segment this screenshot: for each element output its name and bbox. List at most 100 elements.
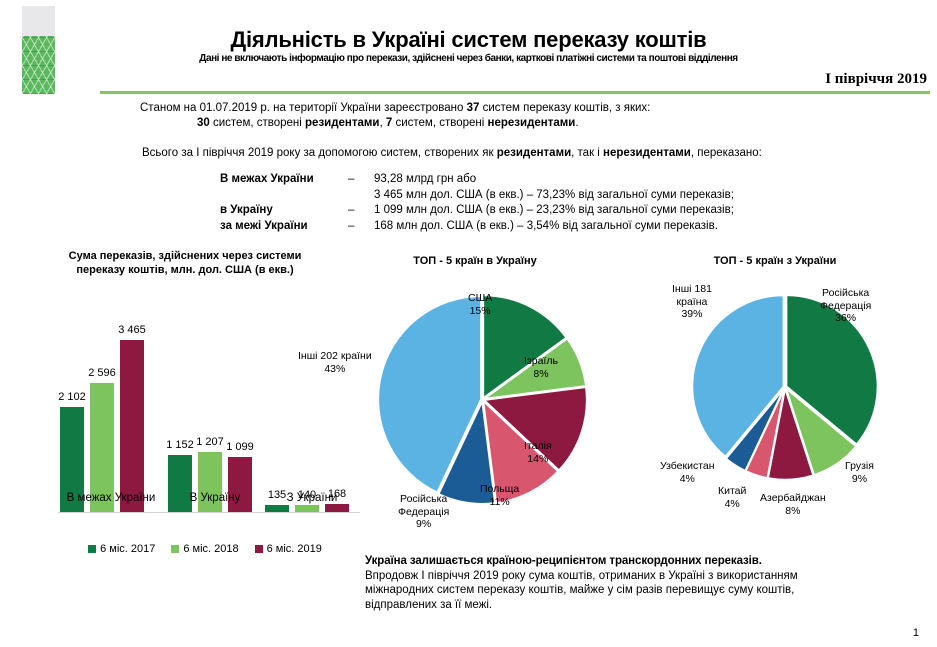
- resident-count: 30: [197, 117, 210, 129]
- figure-label: за межі України: [220, 219, 308, 232]
- nonresidents-word: нерезидентами: [487, 117, 576, 129]
- logo-green-pattern: [22, 36, 55, 94]
- figure-value: 93,28 млрд грн або: [374, 173, 477, 185]
- pie1-svg[interactable]: [375, 292, 590, 507]
- figure-value: 168 млн дол. США (в екв.) – 3,54% від за…: [374, 219, 718, 232]
- pie2-label-russia: Російська Федерація 36%: [820, 287, 871, 325]
- bar-2019[interactable]: 168: [325, 488, 349, 512]
- pie-slice[interactable]: [785, 294, 879, 446]
- intro-line-2: 30 систем, створені резидентами, 7 систе…: [197, 116, 579, 131]
- bar-category-label: З України: [286, 492, 338, 504]
- bar-2019[interactable]: 1 099: [226, 441, 254, 512]
- legend-label: 6 міс. 2018: [183, 543, 239, 555]
- pie-slice[interactable]: [436, 396, 497, 505]
- pie1-others-name: Інші 202 країни: [298, 350, 372, 362]
- pie1-label-others: Інші 202 країни 43%: [298, 350, 372, 375]
- bar-2018[interactable]: 140: [295, 489, 319, 512]
- pie-slice[interactable]: [481, 385, 588, 473]
- bar-2017[interactable]: 2 102: [58, 391, 86, 512]
- pie-chart-from-ukraine: [690, 292, 880, 482]
- bar-2019[interactable]: 3 465: [118, 324, 146, 512]
- pie2-uzbekistan-name: Узбекистан: [660, 460, 715, 472]
- intro-l1-a: Станом на 01.07.2019 р. на території Укр…: [140, 102, 467, 114]
- pie2-label-others: Інші 181 країна 39%: [672, 283, 712, 321]
- pie2-svg[interactable]: [690, 292, 880, 482]
- pie-slice[interactable]: [376, 294, 483, 495]
- pie2-others-name-2: країна: [676, 295, 708, 308]
- bar-chart: 2 102 2 596 3 465 В межах України 1 152 …: [50, 290, 360, 540]
- pie2-russia-pct: 36%: [835, 312, 857, 324]
- bar-2017[interactable]: 1 152: [166, 439, 194, 512]
- residents-word: резидентами: [305, 117, 380, 129]
- figure-dash: –: [348, 219, 355, 232]
- bar-2018[interactable]: 2 596: [88, 367, 116, 512]
- bar-group-in-ukraine: 2 102 2 596 3 465 В межах України: [58, 324, 155, 512]
- intro-nonresidents: нерезидентами: [603, 147, 691, 159]
- pie1-israel-name: Ізраїль: [524, 355, 558, 367]
- bar-group-to-ukraine: 1 152 1 207 1 099 В Україну: [166, 436, 254, 512]
- pie2-georgia-pct: 9%: [851, 472, 868, 485]
- pie1-others-pct: 43%: [324, 362, 346, 375]
- pie-slice[interactable]: [724, 387, 786, 473]
- pie2-georgia-name: Грузія: [845, 460, 874, 472]
- intro-line-1: Станом на 01.07.2019 р. на території Укр…: [140, 101, 650, 116]
- pie2-title: ТОП - 5 країн з України: [713, 255, 837, 267]
- pie1-italy-name: Італія: [524, 440, 552, 452]
- pie1-label-israel: Ізраїль 8%: [524, 355, 558, 380]
- pie2-azerbaijan-name: Азербайджан: [760, 492, 826, 504]
- bar-category-label: В Україну: [189, 492, 241, 504]
- pie-slice[interactable]: [481, 397, 560, 505]
- bar-value-label: 1 207: [196, 435, 224, 448]
- pie2-china-pct: 4%: [724, 497, 740, 510]
- pie2-china-name: Китай: [718, 485, 747, 497]
- bar-2017[interactable]: 135: [265, 489, 289, 512]
- bar-value-label: 2 596: [88, 366, 116, 379]
- pie2-azerbaijan-pct: 8%: [785, 504, 801, 517]
- pie1-usa-pct: 15%: [469, 304, 491, 317]
- legend-label: 6 міс. 2019: [266, 543, 322, 555]
- pie2-uzbekistan-pct: 4%: [679, 472, 695, 485]
- pie1-label-poland: Польща 11%: [480, 483, 519, 508]
- pie1-israel-pct: 8%: [533, 367, 549, 380]
- pie-slice[interactable]: [482, 294, 569, 401]
- page-number: 1: [912, 627, 919, 639]
- bar-chart-title: Сума переказів, здійснених через системи…: [68, 250, 302, 276]
- figure-dash: –: [348, 173, 355, 185]
- bar-value-label: 1 152: [166, 438, 194, 451]
- pie-slice[interactable]: [691, 294, 785, 459]
- bar-2018[interactable]: 1 207: [196, 436, 224, 512]
- bar-value-label: 3 465: [118, 323, 146, 336]
- pie1-russia-name-1: Російська: [400, 493, 448, 505]
- intro-line-3: Всього за І півріччя 2019 року за допомо…: [142, 146, 762, 161]
- pie1-title: ТОП - 5 країн в Україну: [413, 255, 537, 267]
- bar-value-label: 2 102: [58, 391, 86, 404]
- bar-chart-legend: 6 міс. 2017 6 міс. 2018 6 міс. 2019: [50, 543, 360, 555]
- legend-swatch-icon: [254, 545, 263, 553]
- legend-item-2018[interactable]: 6 міс. 2018: [171, 543, 239, 555]
- pie2-label-china: Китай 4%: [718, 485, 746, 510]
- legend-item-2019[interactable]: 6 міс. 2019: [254, 543, 322, 555]
- intro-residents: резидентами: [496, 147, 572, 159]
- bar-category-label: В межах України: [66, 492, 156, 504]
- figure-continuation: 3 465 млн дол. США (в екв.) – 73,23% від…: [374, 188, 734, 201]
- pie1-label-russia: Російська Федерація 9%: [398, 493, 449, 531]
- pie2-russia-name-1: Російська: [822, 287, 870, 299]
- pie2-label-georgia: Грузія 9%: [845, 460, 874, 485]
- intro-l3-a: Всього за І півріччя 2019 року за допомо…: [142, 147, 497, 159]
- legend-item-2017[interactable]: 6 міс. 2017: [88, 543, 155, 555]
- intro-l1-count: 37: [466, 102, 480, 114]
- intro-l3-c: , так і: [571, 147, 604, 159]
- pie1-usa-name: США: [468, 292, 493, 304]
- intro-l2-f: систем, створені: [392, 117, 488, 129]
- figure-row: за межі України – 168 млн дол. США (в ек…: [220, 219, 734, 235]
- figure-row: в Україну – 1 099 млн дол. США (в екв.) …: [220, 203, 734, 219]
- summary-note: Україна залишається країною-реципієнтом …: [365, 554, 865, 612]
- bar-value-label: 1 099: [226, 441, 254, 454]
- pie1-russia-name-2: Федерація: [398, 505, 450, 518]
- pie1-label-usa: США 15%: [468, 292, 492, 317]
- summary-note-headline: Україна залишається країною-реципієнтом …: [365, 555, 762, 567]
- pie1-label-italy: Італія 14%: [524, 440, 552, 465]
- bar-chart-axis: [58, 512, 360, 513]
- pie2-others-name-1: Інші 181: [672, 283, 712, 295]
- legend-swatch-icon: [88, 545, 97, 553]
